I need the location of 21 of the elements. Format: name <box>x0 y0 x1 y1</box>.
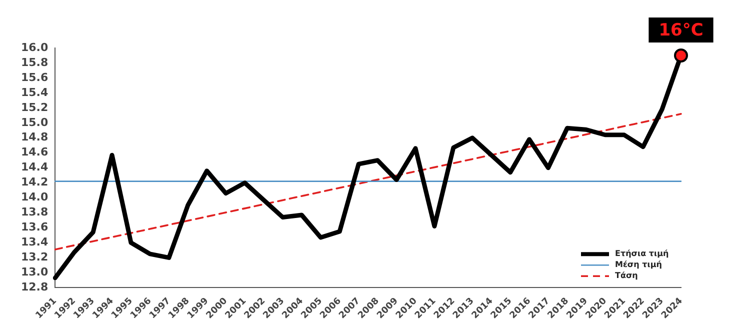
y-tick-label: 13.8 <box>21 206 48 219</box>
y-tick-label: 13.2 <box>21 250 48 264</box>
y-tick-label: 13.4 <box>21 236 48 249</box>
legend-label: Τάση <box>615 271 638 280</box>
annotation: 16°C <box>658 20 704 40</box>
y-tick-label: 14.6 <box>21 146 48 159</box>
y-tick-label: 16.0 <box>21 40 48 54</box>
y-tick-label: 14.0 <box>21 190 48 204</box>
y-tick-label: 13.0 <box>21 266 48 279</box>
y-tick-label: 15.4 <box>21 86 48 99</box>
y-tick-label: 12.8 <box>21 280 48 294</box>
legend-label: Μέση τιμή <box>615 260 662 270</box>
y-tick-label: 15.8 <box>21 56 48 69</box>
legend-label: Ετήσια τιμή <box>615 249 670 258</box>
y-tick-label: 15.0 <box>21 116 48 129</box>
y-tick-label: 14.2 <box>21 176 48 189</box>
y-tick-label: 15.6 <box>21 70 48 84</box>
y-tick-label: 14.4 <box>21 160 48 174</box>
y-tick-label: 14.8 <box>21 130 48 144</box>
y-tick-label: 13.6 <box>21 220 48 234</box>
y-tick-label: 15.2 <box>21 100 48 114</box>
